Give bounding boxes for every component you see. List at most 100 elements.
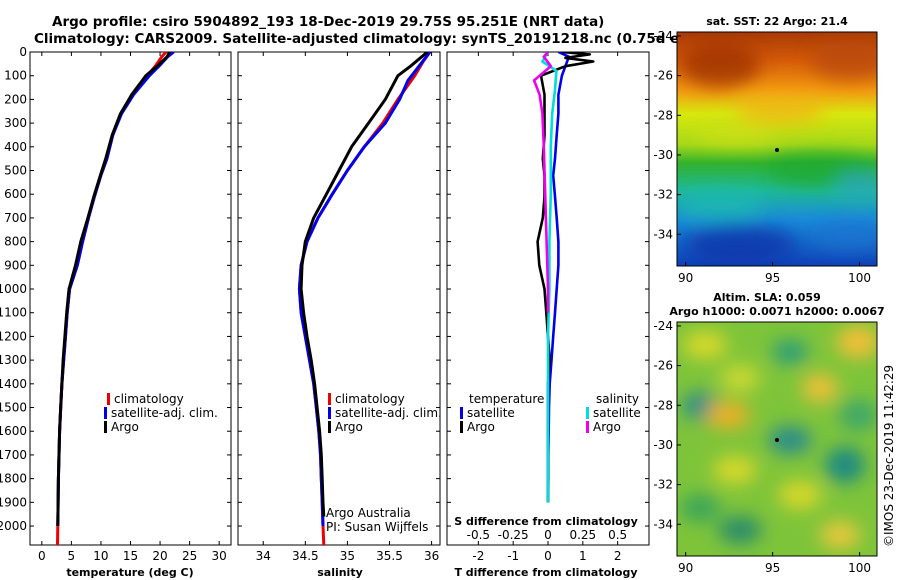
depth-tick-labels: 0 100 200 300 400 500 600 700 800 900 1000 1100 1200… — [0, 45, 27, 533]
legend-swatch-satellite — [104, 407, 107, 419]
series-line-temperature-argo — [536, 52, 595, 503]
map-y-tick-label: -28 — [653, 108, 673, 122]
x-tick-label: 20 — [152, 549, 167, 563]
temperature-ticks: 0 5 10 15 20 25 30 — [30, 51, 231, 563]
depth-tick-label: 1900 — [0, 495, 27, 509]
sla-map-ticks: 90 95 100 -24 -26 -28 -30 -32 -34 — [653, 319, 871, 575]
series-line-salinity-argo — [532, 52, 553, 313]
depth-tick-label: 1600 — [0, 424, 27, 438]
legend-swatch-satellite — [328, 407, 331, 419]
legend-label-satellite: satellite-adj. clim. — [335, 406, 442, 420]
s-diff-tick-label: 0.25 — [569, 528, 596, 542]
depth-tick-label: 800 — [4, 235, 27, 249]
depth-tick-label: 2000 — [0, 519, 27, 533]
figure-title: Argo profile: csiro 5904892_193 18-Dec-2… — [52, 14, 604, 30]
legend-swatch-t-satellite — [460, 407, 463, 419]
x-tick-label: 34 — [256, 549, 271, 563]
argo-location-marker — [775, 437, 779, 442]
t-difference-axis-label: T difference from climatology — [454, 566, 637, 579]
legend-label-s-argo: Argo — [593, 420, 621, 434]
map-x-tick-label: 100 — [848, 271, 871, 285]
map-x-tick-label: 90 — [678, 271, 693, 285]
argo-australia-label: Argo Australia — [326, 506, 411, 520]
map-x-tick-label: 95 — [765, 271, 780, 285]
series-line-satellite-adj-clim- — [297, 52, 432, 527]
x-tick-label: 34.5 — [292, 549, 319, 563]
s-diff-tick-label: 0 — [544, 528, 552, 542]
x-tick-label: 0 — [38, 549, 46, 563]
sst-map-title: sat. SST: 22 Argo: 21.4 — [706, 15, 848, 28]
depth-tick-label: 1500 — [0, 401, 27, 415]
x-tick-label: -2 — [472, 549, 484, 563]
map-y-tick-label: -26 — [653, 359, 673, 373]
sst-map-image — [677, 32, 877, 266]
legend-swatch-climatology — [328, 393, 331, 405]
depth-tick-label: 1400 — [0, 377, 27, 391]
s-diff-tick-label: -0.5 — [467, 528, 490, 542]
depth-tick-label: 1300 — [0, 353, 27, 367]
depth-tick-label: 1200 — [0, 329, 27, 343]
x-tick-label: 1 — [579, 549, 587, 563]
depth-tick-label: 200 — [4, 92, 27, 106]
sla-map-title: Altim. SLA: 0.059 — [713, 291, 820, 304]
x-tick-label: 35 — [340, 549, 355, 563]
s-diff-tick-label: -0.25 — [498, 528, 529, 542]
map-y-tick-label: -26 — [653, 69, 673, 83]
series-line-salinity-satellite — [541, 52, 558, 503]
legend-label-climatology: climatology — [114, 392, 184, 406]
map-x-tick-label: 90 — [678, 561, 693, 575]
legend-label-s-satellite: satellite — [593, 406, 641, 420]
s-difference-axis-label: S difference from climatology — [454, 515, 638, 528]
map-y-tick-label: -24 — [653, 319, 673, 333]
legend-swatch-t-argo — [460, 421, 463, 433]
legend-label-satellite: satellite-adj. clim. — [111, 406, 218, 420]
x-tick-label: 5 — [68, 549, 76, 563]
series-line-argo — [56, 52, 171, 527]
difference-series — [532, 52, 595, 503]
legend-swatch-s-satellite — [586, 407, 589, 419]
legend-label-t-satellite: satellite — [467, 406, 515, 420]
sla-map-frame — [676, 321, 878, 557]
x-tick-label: 15 — [123, 549, 138, 563]
x-tick-label: 30 — [212, 549, 227, 563]
figure-subtitle: Climatology: CARS2009. Satellite-adjuste… — [34, 31, 726, 47]
s-diff-tick-label: 0.5 — [608, 528, 627, 542]
map-y-tick-label: -30 — [653, 438, 673, 452]
map-y-tick-label: -28 — [653, 398, 673, 412]
map-y-tick-label: -32 — [653, 478, 673, 492]
temperature-legend: climatology satellite-adj. clim. Argo — [104, 392, 218, 434]
salinity-panel — [237, 51, 441, 546]
sst-map-frame — [676, 31, 878, 267]
legend-swatch-s-argo — [586, 421, 589, 433]
legend-temperature-title: temperature — [469, 392, 544, 406]
x-tick-label: 10 — [93, 549, 108, 563]
depth-tick-label: 300 — [4, 116, 27, 130]
legend-salinity-title: salinity — [596, 392, 639, 406]
depth-tick-label: 1000 — [0, 282, 27, 296]
depth-tick-label: 900 — [4, 258, 27, 272]
salinity-legend: climatology satellite-adj. clim. Argo Ar… — [326, 392, 442, 534]
salinity-axis-label: salinity — [317, 566, 363, 579]
difference-legend: temperature satellite Argo salinity sate… — [460, 392, 641, 434]
series-line-climatology — [56, 52, 168, 545]
temperature-panel — [29, 51, 232, 546]
legend-label-t-argo: Argo — [467, 420, 495, 434]
depth-tick-label: 400 — [4, 140, 27, 154]
temperature-axis-label: temperature (deg C) — [66, 566, 193, 579]
sst-map-ticks: 90 95 100 -24 -26 -28 -30 -32 -34 — [653, 29, 871, 285]
sla-map-subtitle: Argo h1000: 0.0071 h2000: 0.0067 — [669, 305, 884, 318]
salinity-series — [297, 52, 432, 545]
depth-tick-label: 600 — [4, 187, 27, 201]
sla-map-image — [677, 322, 877, 556]
depth-tick-label: 100 — [4, 69, 27, 83]
map-y-tick-label: -30 — [653, 148, 673, 162]
series-line-argo — [299, 52, 429, 517]
salinity-ticks: 34 34.5 35 35.5 36 — [238, 51, 440, 563]
x-tick-label: 36 — [424, 549, 439, 563]
map-x-tick-label: 95 — [765, 561, 780, 575]
legend-label-argo: Argo — [335, 420, 363, 434]
timestamp-label: ©IMOS 23-Dec-2019 11:42:29 — [882, 365, 896, 547]
depth-tick-label: 500 — [4, 164, 27, 178]
map-y-tick-label: -34 — [653, 517, 673, 531]
map-y-tick-label: -34 — [653, 227, 673, 241]
